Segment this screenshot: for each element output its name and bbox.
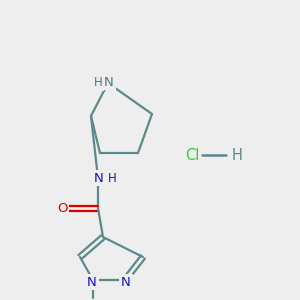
Text: N: N [94,172,104,184]
Text: O: O [57,202,67,214]
Text: H: H [94,76,102,89]
Text: N: N [121,275,131,289]
Text: N: N [87,275,97,289]
Text: Cl: Cl [185,148,200,163]
Text: H: H [108,172,116,184]
Text: H: H [232,148,243,163]
Text: N: N [104,76,114,88]
